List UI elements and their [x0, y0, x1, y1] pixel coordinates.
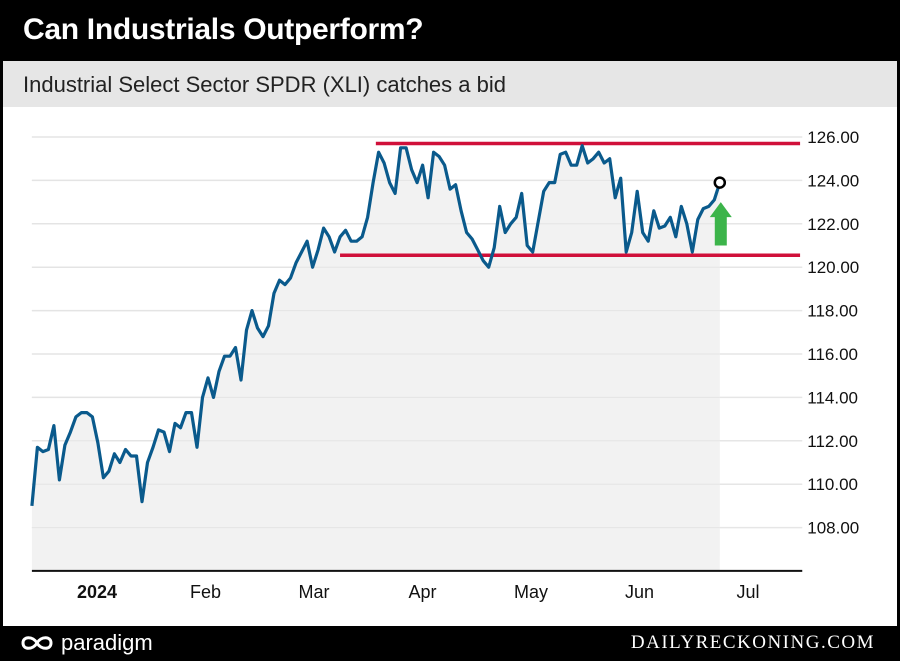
header: Can Industrials Outperform?	[3, 3, 897, 61]
x-tick-label: Feb	[190, 582, 221, 602]
chart-frame: Can Industrials Outperform? Industrial S…	[3, 3, 897, 658]
y-tick-label: 110.00	[807, 475, 858, 494]
y-tick-label: 116.00	[807, 345, 858, 364]
y-tick-label: 124.00	[807, 171, 859, 190]
y-tick-label: 122.00	[807, 215, 859, 234]
x-tick-label: Jul	[736, 582, 759, 602]
x-tick-label: Mar	[299, 582, 330, 602]
x-tick-label: 2024	[77, 582, 117, 602]
x-tick-label: Apr	[408, 582, 436, 602]
site-name: DAILYRECKONING.COM	[630, 632, 875, 653]
subtitle-bar: Industrial Select Sector SPDR (XLI) catc…	[3, 61, 897, 107]
y-tick-label: 112.00	[807, 432, 858, 451]
xli-price-line	[30, 144, 722, 507]
brand-logo: paradigm	[19, 630, 153, 656]
x-tick-label: May	[514, 582, 548, 602]
area-fill	[31, 145, 720, 570]
y-tick-label: 108.00	[807, 519, 859, 538]
y-tick-label: 114.00	[807, 388, 858, 407]
up-arrow-icon	[709, 202, 732, 246]
y-tick-label: 118.00	[807, 302, 858, 321]
chart-title: Can Industrials Outperform?	[23, 13, 424, 46]
y-tick-label: 120.00	[807, 258, 859, 277]
y-tick-label: 126.00	[807, 128, 859, 147]
brand-name: paradigm	[61, 630, 153, 655]
chart-subtitle: Industrial Select Sector SPDR (XLI) catc…	[23, 72, 506, 97]
last-point-marker	[713, 176, 727, 189]
line-chart: 108.00 110.00 112.00 114.00 116.00 118.00 120.…	[30, 128, 859, 602]
infinity-icon	[21, 636, 53, 650]
x-tick-label: Jun	[625, 582, 654, 602]
footer: paradigm DAILYRECKONING.COM	[3, 626, 897, 658]
